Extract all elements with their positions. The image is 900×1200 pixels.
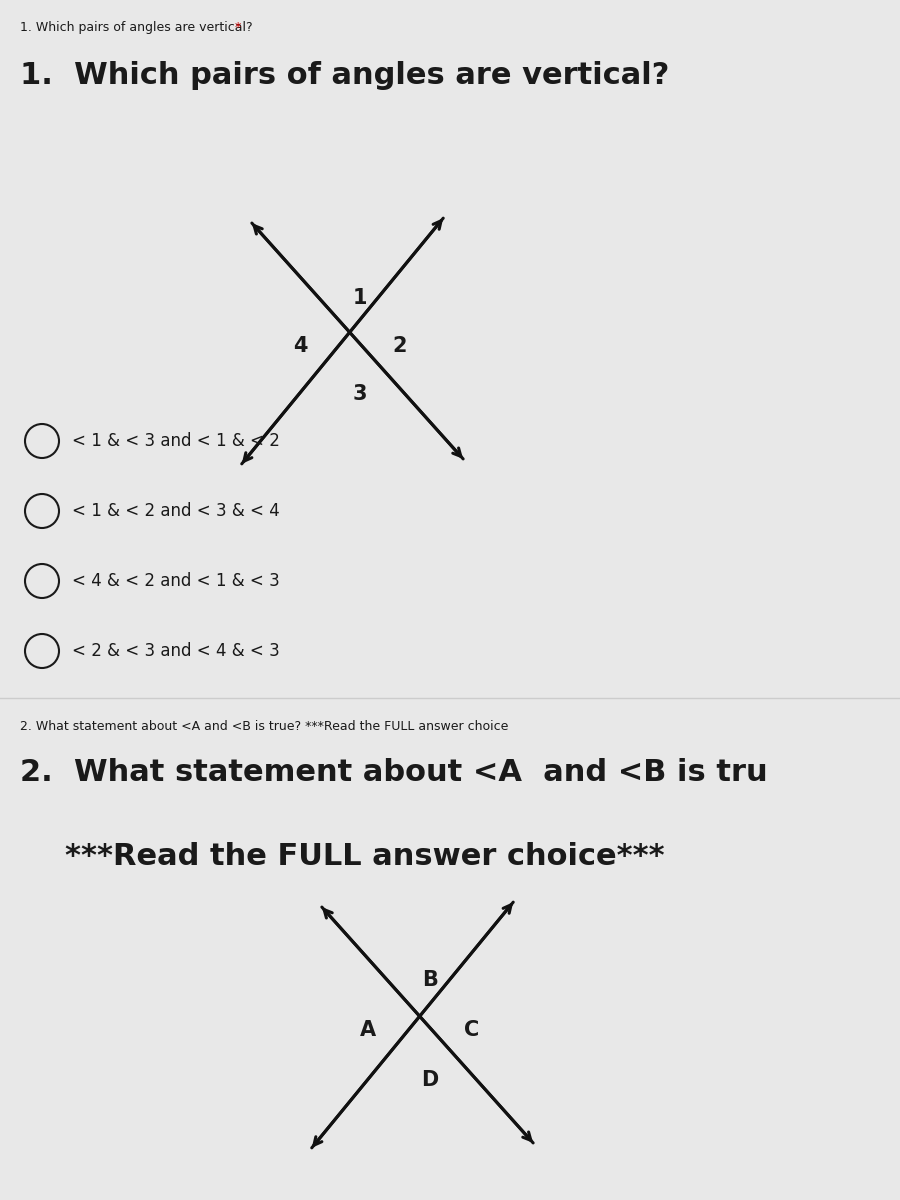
Text: < 1 & < 2 and < 3 & < 4: < 1 & < 2 and < 3 & < 4 <box>72 502 280 520</box>
Text: 1: 1 <box>353 288 367 308</box>
Text: ***Read the FULL answer choice***: ***Read the FULL answer choice*** <box>65 842 664 871</box>
Text: 3: 3 <box>353 384 367 404</box>
Text: 2: 2 <box>392 336 407 356</box>
Text: 2. What statement about <A and <B is true? ***Read the FULL answer choice: 2. What statement about <A and <B is tru… <box>20 720 508 733</box>
Text: B: B <box>422 970 438 990</box>
Text: < 2 & < 3 and < 4 & < 3: < 2 & < 3 and < 4 & < 3 <box>72 642 280 660</box>
Text: *: * <box>235 20 241 34</box>
Text: 1. Which pairs of angles are vertical?: 1. Which pairs of angles are vertical? <box>20 20 256 34</box>
Text: 2.  What statement about <A  and <B is tru: 2. What statement about <A and <B is tru <box>20 758 768 787</box>
Text: 4: 4 <box>293 336 308 356</box>
Text: C: C <box>464 1020 480 1040</box>
Text: A: A <box>360 1020 376 1040</box>
Text: < 4 & < 2 and < 1 & < 3: < 4 & < 2 and < 1 & < 3 <box>72 572 280 590</box>
Text: D: D <box>421 1070 438 1090</box>
Text: 1.  Which pairs of angles are vertical?: 1. Which pairs of angles are vertical? <box>20 61 670 90</box>
Text: < 1 & < 3 and < 1 & < 2: < 1 & < 3 and < 1 & < 2 <box>72 432 280 450</box>
